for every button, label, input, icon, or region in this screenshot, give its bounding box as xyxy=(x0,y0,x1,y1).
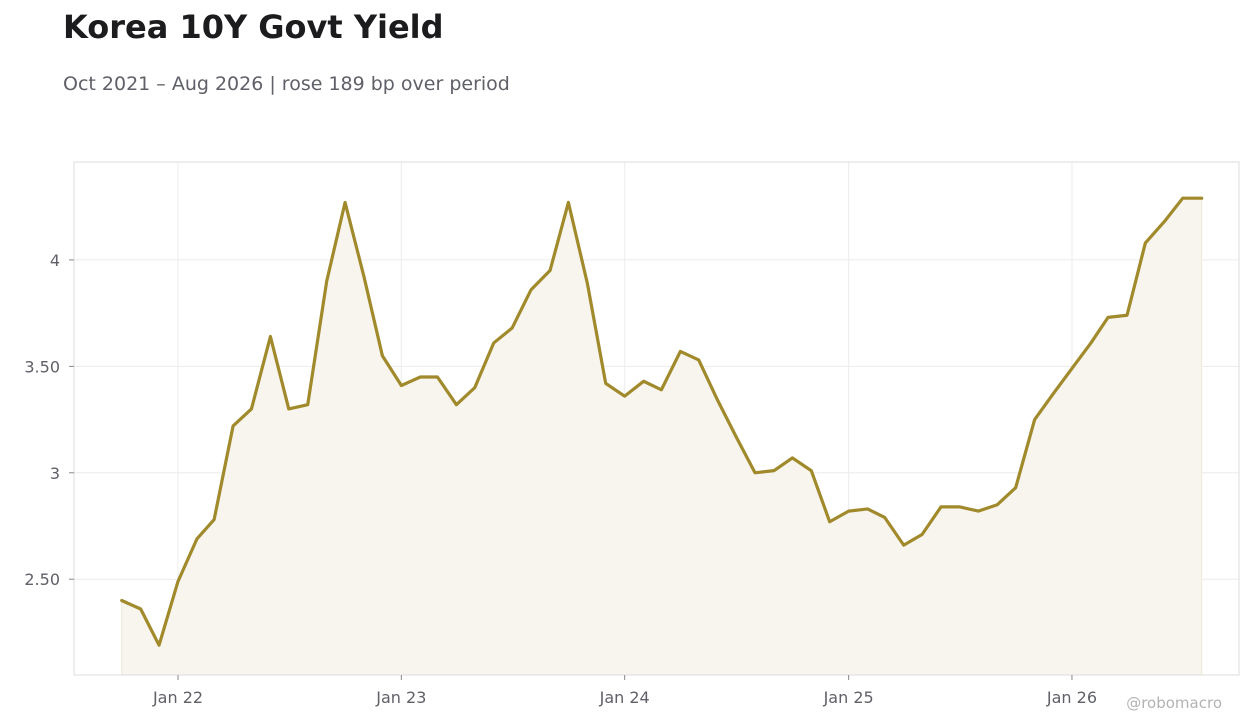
x-tick-label: Jan 22 xyxy=(152,688,203,707)
y-tick-label: 3 xyxy=(50,464,60,483)
x-tick-label: Jan 25 xyxy=(823,688,874,707)
y-tick-label: 4 xyxy=(50,251,60,270)
y-tick-label: 2.50 xyxy=(24,570,60,589)
series-line xyxy=(120,196,1204,647)
chart-title: Korea 10Y Govt Yield xyxy=(63,8,444,46)
x-tick-label: Jan 24 xyxy=(599,688,650,707)
plot-frame xyxy=(73,161,1240,676)
x-axis: Jan 22 Jan 23 Jan 24 Jan 25 Jan 26 xyxy=(152,675,1097,707)
x-tick-label: Jan 26 xyxy=(1046,688,1097,707)
credit-label: @robomacro xyxy=(1126,694,1222,712)
chart-subtitle: Oct 2021 – Aug 2026 | rose 189 bp over p… xyxy=(63,73,510,95)
y-tick-label: 3.50 xyxy=(24,357,60,376)
area-fill xyxy=(121,198,1202,675)
y-axis: 2.50 3 3.50 4 xyxy=(24,251,74,589)
x-tick-label: Jan 23 xyxy=(375,688,426,707)
